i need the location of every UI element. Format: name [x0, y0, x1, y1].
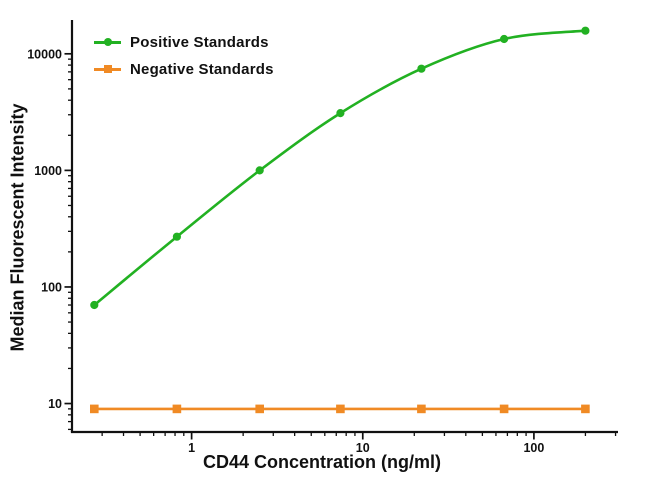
legend-swatch [94, 59, 121, 79]
svg-text:100: 100 [523, 441, 544, 455]
svg-text:10000: 10000 [27, 47, 62, 61]
svg-text:100: 100 [41, 280, 62, 294]
legend-item-negative-standards: Negative Standards [94, 59, 274, 79]
legend-label: Positive Standards [130, 33, 269, 51]
square-marker-icon [103, 65, 112, 73]
circle-marker-icon [103, 38, 112, 46]
legend-swatch [94, 32, 121, 52]
svg-text:1000: 1000 [34, 164, 62, 178]
svg-text:10: 10 [48, 397, 62, 411]
legend: Positive Standards Negative Standards [94, 32, 274, 79]
svg-text:1: 1 [188, 441, 195, 455]
y-axis-title: Median Fluorescent Intensity [7, 103, 28, 352]
x-axis-title: CD44 Concentration (ng/ml) [202, 452, 441, 472]
svg-text:10: 10 [356, 441, 370, 455]
legend-label: Negative Standards [130, 60, 274, 78]
legend-item-positive-standards: Positive Standards [94, 32, 274, 52]
